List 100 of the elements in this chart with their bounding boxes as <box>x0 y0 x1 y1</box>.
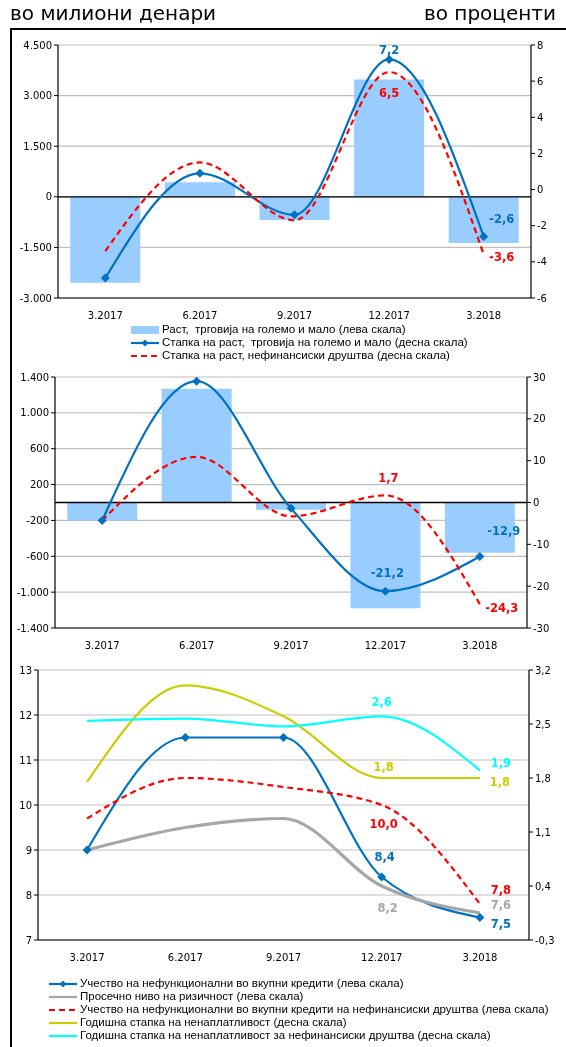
y-tick-label: -1.500 <box>19 241 52 253</box>
point <box>97 515 107 525</box>
data-label: 6,5 <box>378 86 400 101</box>
y-tick-label: 8 <box>25 889 32 901</box>
x-tick-label: 9.2017 <box>277 310 312 322</box>
y-tick-label: -1.000 <box>16 586 49 598</box>
point <box>380 586 390 596</box>
bar <box>448 196 519 244</box>
y2-tick-label: 30 <box>533 371 546 383</box>
data-label: 7,5 <box>490 916 512 931</box>
y2-tick-label: -0,3 <box>535 934 555 946</box>
y2-axis-title: во проценти <box>423 0 556 26</box>
y2-tick-label: -30 <box>533 622 550 634</box>
y2-tick-label: 0 <box>533 497 540 509</box>
y-tick-label: 9 <box>25 844 32 856</box>
y2-tick-label: 2,5 <box>535 718 551 730</box>
legend-label: Годишна стапка на ненаплатливост (десна скала) <box>80 1016 347 1029</box>
x-tick-label: 3.2017 <box>84 640 120 652</box>
x-tick-label: 6.2017 <box>182 310 218 322</box>
x-tick-label: 9.2017 <box>266 952 301 964</box>
data-label: -2,6 <box>489 211 515 226</box>
x-tick-label: 12.2017 <box>368 310 410 322</box>
legend-label: Раст, трговија на големо и мало (лева скала) <box>162 323 406 336</box>
data-label: 7,2 <box>378 43 400 58</box>
y2-tick-label: 8 <box>537 39 544 51</box>
y2-tick-label: -4 <box>537 256 547 268</box>
point <box>195 168 205 178</box>
legend-label: Годишна стапка на ненаплатливост за нефинансиски друштва (десна скала) <box>80 1029 491 1042</box>
point <box>100 273 110 283</box>
y-tick-label: 13 <box>19 664 32 676</box>
data-label: -24,3 <box>485 601 519 616</box>
data-label: 1,8 <box>373 760 394 774</box>
line-series <box>86 684 481 783</box>
point <box>377 872 387 882</box>
legend-label: Учество на нефункционални во вкупни кредити на нефинансиски друштва (лева скала) <box>80 1003 549 1016</box>
point <box>286 503 296 513</box>
y-tick-label: 11 <box>19 754 32 766</box>
x-tick-label: 12.2017 <box>364 640 407 652</box>
y2-tick-label: 4 <box>537 111 544 123</box>
y2-tick-label: 1,8 <box>535 772 551 784</box>
legend-label: Просечно ниво на ризичност (лева скала) <box>80 990 304 1003</box>
point <box>479 232 489 242</box>
point <box>82 845 92 855</box>
point <box>290 210 299 220</box>
y2-tick-label: -10 <box>533 538 550 550</box>
x-tick-label: 3.2017 <box>87 310 123 322</box>
legend-label: Учество на нефункционални во вкупни кредити (лева скала) <box>80 977 404 990</box>
point <box>192 377 202 386</box>
y-tick-label: 1.000 <box>20 407 49 419</box>
y-tick-label: 1.400 <box>20 371 49 383</box>
y2-tick-label: -20 <box>533 580 550 592</box>
x-tick-label: 3.2018 <box>462 640 498 652</box>
y2-tick-label: 1,1 <box>535 826 551 838</box>
data-label: 7,8 <box>490 883 512 897</box>
y-tick-label: -600 <box>26 550 49 562</box>
legend-label: Стапка на раст, нефинансиски друштва (десна скала) <box>162 349 450 362</box>
data-label: 1,9 <box>490 756 512 771</box>
y-tick-label: 1.500 <box>23 140 52 152</box>
y2-tick-label: 20 <box>533 413 546 425</box>
data-label: 1,8 <box>489 775 511 789</box>
y-tick-label: 0 <box>45 191 52 203</box>
x-tick-label: 12.2017 <box>361 952 403 964</box>
y2-tick-label: 10 <box>533 455 546 467</box>
data-label: 1,7 <box>378 471 399 486</box>
y-tick-label: 600 <box>29 443 49 455</box>
x-tick-label: 3.2018 <box>462 952 498 964</box>
y-tick-label: 200 <box>29 479 49 491</box>
data-label: 7,6 <box>490 898 512 912</box>
data-label: -21,2 <box>370 566 404 581</box>
y-tick-label: -3.000 <box>19 292 52 304</box>
y2-tick-label: 0 <box>537 184 544 196</box>
y2-tick-label: 6 <box>537 75 544 87</box>
y2-tick-label: 2 <box>537 147 544 159</box>
legend-label: Стапка на раст, трговија на големо и мало (десна скала) <box>162 336 468 349</box>
y-tick-label: -1.400 <box>16 622 49 634</box>
y-tick-label: 7 <box>25 934 32 946</box>
point <box>180 733 190 742</box>
bar <box>70 196 141 283</box>
point <box>475 913 485 922</box>
y2-tick-label: -2 <box>537 220 547 232</box>
y2-tick-label: 0,4 <box>535 880 551 892</box>
y-tick-label: 12 <box>19 709 32 721</box>
line-series <box>86 715 481 772</box>
x-tick-label: 9.2017 <box>273 640 309 652</box>
data-label: -3,6 <box>489 249 515 264</box>
data-label: 8,2 <box>377 901 398 915</box>
data-label: 8,4 <box>374 850 395 864</box>
y-tick-label: -200 <box>26 514 49 526</box>
bar <box>354 79 425 197</box>
y2-tick-label: 3,2 <box>535 664 551 676</box>
x-tick-label: 3.2018 <box>466 310 502 322</box>
data-label: 2,6 <box>371 695 392 710</box>
y-tick-label: 10 <box>19 799 32 811</box>
data-label: 10,0 <box>369 817 398 831</box>
x-tick-label: 6.2017 <box>167 952 203 964</box>
x-tick-label: 3.2017 <box>69 952 105 964</box>
x-tick-label: 6.2017 <box>179 640 215 652</box>
y-tick-label: 3.000 <box>23 90 52 102</box>
y-tick-label: 4.500 <box>23 39 52 51</box>
y-axis-title: во милиони денари <box>10 0 217 26</box>
